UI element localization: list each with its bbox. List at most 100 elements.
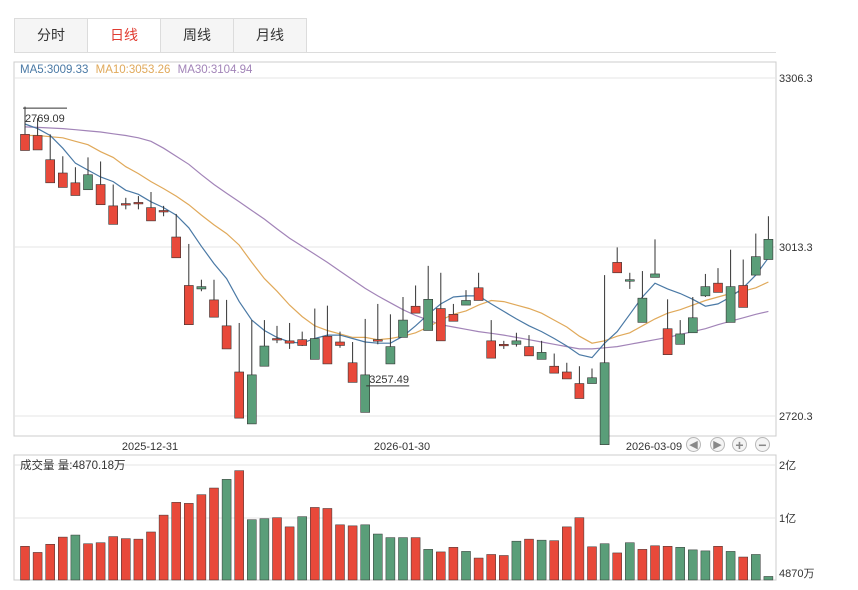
candle: [284, 322, 295, 349]
date-tick-label: 2026-03-09: [626, 441, 682, 453]
candle-body: [158, 210, 169, 213]
volume-bar: [675, 547, 685, 581]
candle: [461, 290, 471, 306]
candle: [725, 249, 736, 323]
candle-body: [133, 202, 144, 205]
candle-body: [259, 345, 270, 367]
prev-icon[interactable]: ◀: [686, 437, 701, 452]
candle-body: [574, 383, 585, 399]
candle-body: [284, 340, 295, 344]
candle: [473, 272, 484, 301]
candle-body: [234, 371, 244, 419]
candle: [599, 275, 610, 445]
chart-frame: [13, 61, 777, 581]
volume-bar: [410, 537, 421, 581]
low-value-label: 2769.09: [25, 113, 65, 125]
high-value-label: 3257.49: [369, 374, 409, 386]
volume-bar: [158, 514, 169, 581]
tab-weekly[interactable]: 周线: [160, 18, 233, 53]
candle-body: [360, 374, 371, 413]
legend-ma30: MA30:3104.94: [178, 64, 253, 76]
candle: [146, 192, 156, 222]
candle: [158, 205, 169, 217]
volume-bar: [725, 551, 736, 581]
volume-tick-label: 4870万: [779, 568, 814, 580]
candle-body: [95, 184, 106, 206]
volume-bar: [574, 517, 585, 581]
volume-bar: [45, 543, 55, 581]
volume-bar: [713, 546, 723, 581]
volume-bar: [196, 494, 207, 581]
candle: [612, 247, 623, 274]
volume-bar: [247, 519, 257, 581]
volume-bar: [700, 550, 711, 581]
volume-bar: [599, 543, 610, 581]
volume-bar: [70, 534, 81, 581]
zoom-out-icon[interactable]: −: [755, 437, 770, 453]
ma5-line: [24, 123, 769, 359]
candle-body: [650, 273, 660, 278]
candle: [322, 305, 333, 365]
volume-bar: [436, 551, 446, 581]
zoom-in-icon[interactable]: +: [732, 437, 747, 453]
candle-body: [725, 286, 736, 323]
candle: [650, 239, 660, 278]
candle: [524, 335, 534, 357]
candle-body: [184, 285, 194, 325]
volume-legend: 成交量 量:4870.18万: [20, 458, 125, 472]
tab-divider: [14, 52, 776, 53]
candle: [247, 320, 257, 425]
volume-series: [20, 470, 774, 581]
candle-body: [549, 365, 560, 374]
volume-bar: [221, 479, 232, 581]
candle: [171, 213, 181, 259]
candle: [574, 366, 585, 399]
volume-bar: [738, 556, 748, 581]
tab-monthly[interactable]: 月线: [233, 18, 307, 53]
candle: [32, 118, 43, 151]
candle-body: [461, 300, 471, 306]
next-icon[interactable]: ▶: [710, 437, 725, 452]
tab-daily[interactable]: 日线: [87, 18, 160, 53]
candle: [511, 332, 522, 347]
price-tick-label: 2720.3: [779, 411, 813, 423]
candle: [57, 156, 68, 188]
volume-bar: [511, 540, 522, 581]
legend-ma10: MA10:3053.26: [96, 64, 171, 76]
candle: [763, 216, 774, 260]
volume-bar: [562, 526, 572, 581]
candle-body: [32, 135, 43, 151]
volume-bar: [335, 524, 345, 581]
candle-body: [612, 262, 623, 274]
volume-bar: [20, 546, 30, 581]
volume-bar: [108, 536, 118, 581]
candle: [713, 268, 723, 293]
candle: [486, 320, 497, 359]
volume-bar: [549, 540, 559, 581]
volume-bar: [259, 518, 270, 581]
candle: [83, 157, 93, 191]
candle-body: [20, 134, 30, 151]
candle: [662, 299, 673, 355]
candlestick-series: [20, 106, 774, 445]
volume-bar: [121, 538, 131, 581]
candle-body: [108, 205, 118, 225]
volume-bar: [473, 557, 484, 581]
volume-bar: [297, 516, 307, 581]
volume-bar: [83, 543, 93, 581]
period-tabs: 分时 日线 周线 月线: [14, 18, 307, 53]
ma30-line: [24, 126, 769, 350]
candle: [309, 308, 320, 360]
volume-bar: [625, 542, 635, 581]
legend-ma5: MA5:3009.33: [20, 64, 88, 76]
tab-intraday[interactable]: 分时: [14, 18, 87, 53]
volume-bar: [587, 546, 597, 581]
volume-tick-label: 1亿: [779, 512, 796, 525]
volume-bar: [171, 502, 181, 581]
candle-body: [209, 299, 219, 318]
candle: [700, 273, 711, 298]
volume-tick-label: 2亿: [779, 459, 796, 472]
candle-body: [83, 174, 93, 191]
volume-bar: [637, 549, 648, 581]
